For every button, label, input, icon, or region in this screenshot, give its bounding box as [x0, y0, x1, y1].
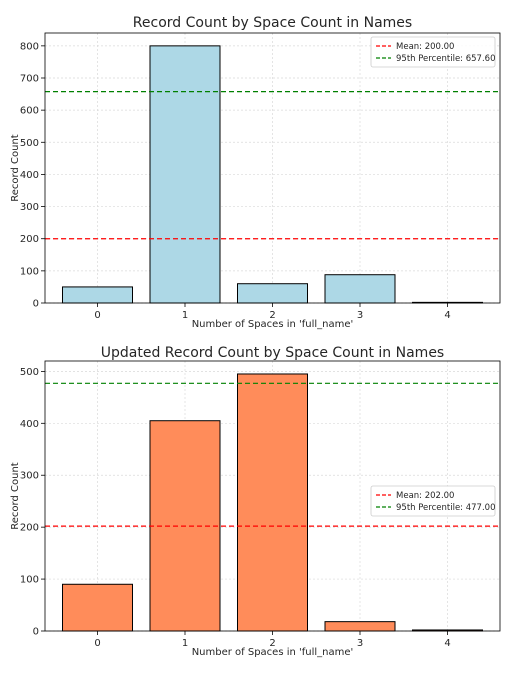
chart-1: 0 100 200 300 400 500 600 700 800 0 1 2 3 4 Record Cou… [10, 15, 501, 330]
x-axis-label: Number of Spaces in 'full_name' [192, 647, 354, 658]
y-tick-label: 500 [20, 138, 39, 149]
legend-label: Mean: 202.00 [396, 491, 454, 501]
y-tick-label: 400 [20, 170, 39, 181]
y-tick-label: 600 [20, 106, 39, 117]
chart-title: Updated Record Count by Space Count in N… [101, 345, 444, 361]
y-tick-label: 300 [20, 471, 39, 482]
legend-label: Mean: 200.00 [396, 42, 454, 52]
y-tick-label: 700 [20, 74, 39, 85]
legend-box [370, 485, 496, 517]
y-tick-label: 300 [20, 202, 39, 213]
x-tick-label: 4 [444, 638, 450, 649]
x-tick-label: 3 [357, 638, 363, 649]
legend-label: 95th Percentile: 477.00 [396, 503, 495, 513]
y-axis-label: Record Count [10, 134, 21, 202]
bar-2 [237, 283, 308, 304]
y-tick-label: 0 [33, 627, 39, 638]
bar-0 [62, 583, 133, 632]
y-tick-label: 500 [20, 367, 39, 378]
bar-1 [149, 45, 221, 304]
y-tick-label: 0 [33, 299, 39, 310]
x-axis-label: Number of Spaces in 'full_name' [192, 319, 354, 330]
chart-2: 0 100 200 300 400 500 0 1 2 3 4 Updated Record Coun… [10, 345, 501, 658]
bar-3 [324, 274, 396, 304]
x-tick-label: 2 [269, 638, 275, 649]
grid [45, 33, 500, 304]
x-tick-label: 0 [94, 310, 100, 321]
bar-2 [237, 373, 308, 632]
x-tick-label: 1 [182, 310, 188, 321]
x-tick-label: 3 [357, 310, 363, 321]
y-tick-label: 200 [20, 234, 39, 245]
x-tick-label: 2 [269, 310, 275, 321]
y-tick-label: 100 [20, 266, 39, 277]
legend-box [370, 36, 496, 68]
y-tick-label: 400 [20, 419, 39, 430]
y-tick-label: 800 [20, 41, 39, 52]
chart-title: Record Count by Space Count in Names [133, 15, 412, 31]
legend: Mean: 200.00 95th Percentile: 657.60 [370, 36, 496, 68]
x-tick-label: 0 [94, 638, 100, 649]
y-tick-label: 100 [20, 575, 39, 586]
x-tick-label: 4 [444, 310, 450, 321]
bar-3 [324, 621, 396, 632]
y-tick-label: 200 [20, 523, 39, 534]
y-axis-label: Record Count [10, 462, 21, 530]
bar-0 [62, 286, 133, 304]
legend-label: 95th Percentile: 657.60 [396, 54, 495, 64]
x-tick-label: 1 [182, 638, 188, 649]
legend: Mean: 202.00 95th Percentile: 477.00 [370, 485, 496, 517]
